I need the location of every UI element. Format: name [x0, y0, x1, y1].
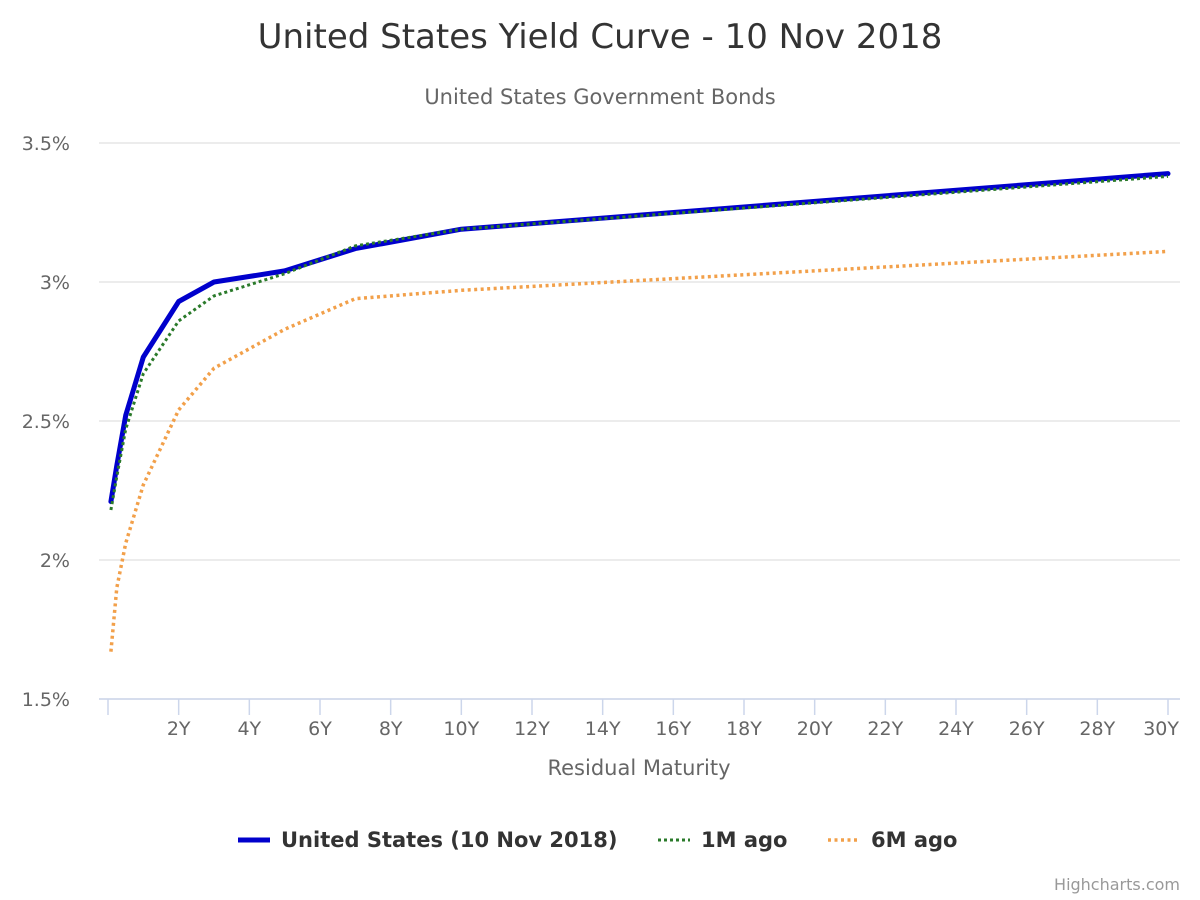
grid-lines: [99, 142, 1180, 700]
credits-link[interactable]: Highcharts.com: [1054, 875, 1180, 894]
x-tick-label: 26Y: [1009, 718, 1045, 740]
x-tick-label: 22Y: [867, 718, 903, 740]
y-axis-labels: 1.5% 2% 2.5% 3% 3.5%: [22, 133, 70, 711]
legend-label-1m-ago: 1M ago: [701, 828, 787, 852]
y-tick-label: 1.5%: [22, 689, 70, 711]
y-tick-label: 3%: [40, 272, 70, 294]
legend-label-united-states: United States (10 Nov 2018): [281, 828, 617, 852]
legend-label-6m-ago: 6M ago: [871, 828, 957, 852]
chart-title: United States Yield Curve - 10 Nov 2018: [258, 17, 943, 57]
series-line-1m-ago[interactable]: [109, 174, 1169, 511]
chart-subtitle: United States Government Bonds: [424, 85, 775, 109]
y-tick-label: 2.5%: [22, 411, 70, 433]
series-layer: [108, 171, 1171, 652]
y-tick-label: 3.5%: [22, 133, 70, 155]
x-tick-label: 2Y: [167, 718, 191, 740]
x-tick-label: 16Y: [655, 718, 691, 740]
x-tick-label: 30Y: [1143, 718, 1179, 740]
legend: United States (10 Nov 2018) 1M ago 6M ag…: [238, 828, 957, 852]
x-tick-label: 24Y: [938, 718, 974, 740]
x-axis-labels: 2Y 4Y 6Y 8Y 10Y 12Y 14Y 16Y 18Y 20Y 22Y 24Y 26Y 28Y 30…: [167, 718, 1180, 740]
legend-item-united-states[interactable]: United States (10 Nov 2018): [238, 828, 617, 852]
x-tick-label: 28Y: [1079, 718, 1115, 740]
x-axis-title: Residual Maturity: [547, 756, 730, 780]
x-tick-label: 4Y: [237, 718, 261, 740]
x-tick-label: 14Y: [585, 718, 621, 740]
x-tick-label: 6Y: [308, 718, 332, 740]
series-line-6m-ago[interactable]: [109, 249, 1169, 652]
y-tick-label: 2%: [40, 550, 70, 572]
legend-item-6m-ago[interactable]: 6M ago: [828, 828, 957, 852]
x-axis-ticks: [107, 699, 1169, 715]
x-tick-label: 20Y: [797, 718, 833, 740]
x-tick-label: 8Y: [379, 718, 403, 740]
x-tick-label: 10Y: [443, 718, 479, 740]
x-tick-label: 18Y: [726, 718, 762, 740]
legend-item-1m-ago[interactable]: 1M ago: [658, 828, 787, 852]
x-tick-label: 12Y: [514, 718, 550, 740]
